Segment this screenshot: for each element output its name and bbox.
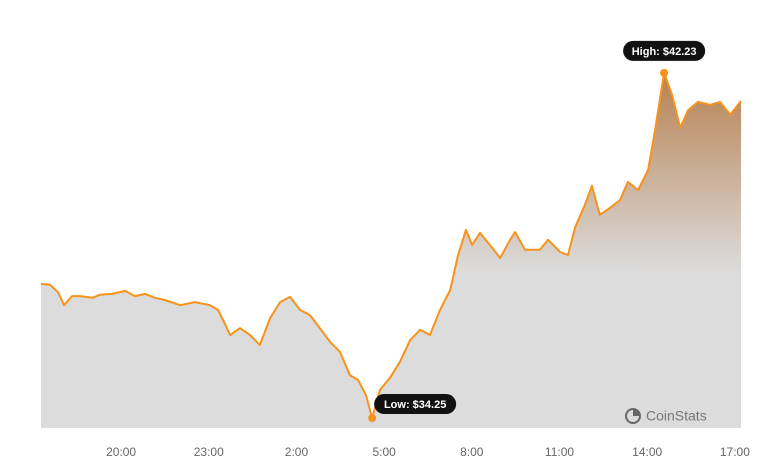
extreme-point <box>660 68 669 77</box>
x-tick-label: 5:00 <box>372 445 396 459</box>
price-line <box>40 71 742 420</box>
x-tick-label: 2:00 <box>285 445 309 459</box>
annotation-text: Low: $34.25 <box>384 399 446 411</box>
x-tick-label: 20:00 <box>106 445 136 459</box>
x-tick-label: 14:00 <box>632 445 662 459</box>
annotation: Low: $34.25 <box>374 394 457 415</box>
annotation: High: $42.23 <box>623 40 706 61</box>
area-fill <box>41 72 741 429</box>
x-tick-label: 8:00 <box>460 445 484 459</box>
x-tick-label: 17:00 <box>720 445 750 459</box>
annotation-text: High: $42.23 <box>632 46 697 58</box>
x-tick-label: 11:00 <box>545 445 574 459</box>
watermark: CoinStats <box>646 408 707 424</box>
extreme-point <box>368 414 377 423</box>
logo: CoinStats <box>625 408 707 424</box>
annotation-box <box>374 394 457 415</box>
annotation-box <box>623 40 706 61</box>
x-tick-label: 23:00 <box>194 445 224 459</box>
